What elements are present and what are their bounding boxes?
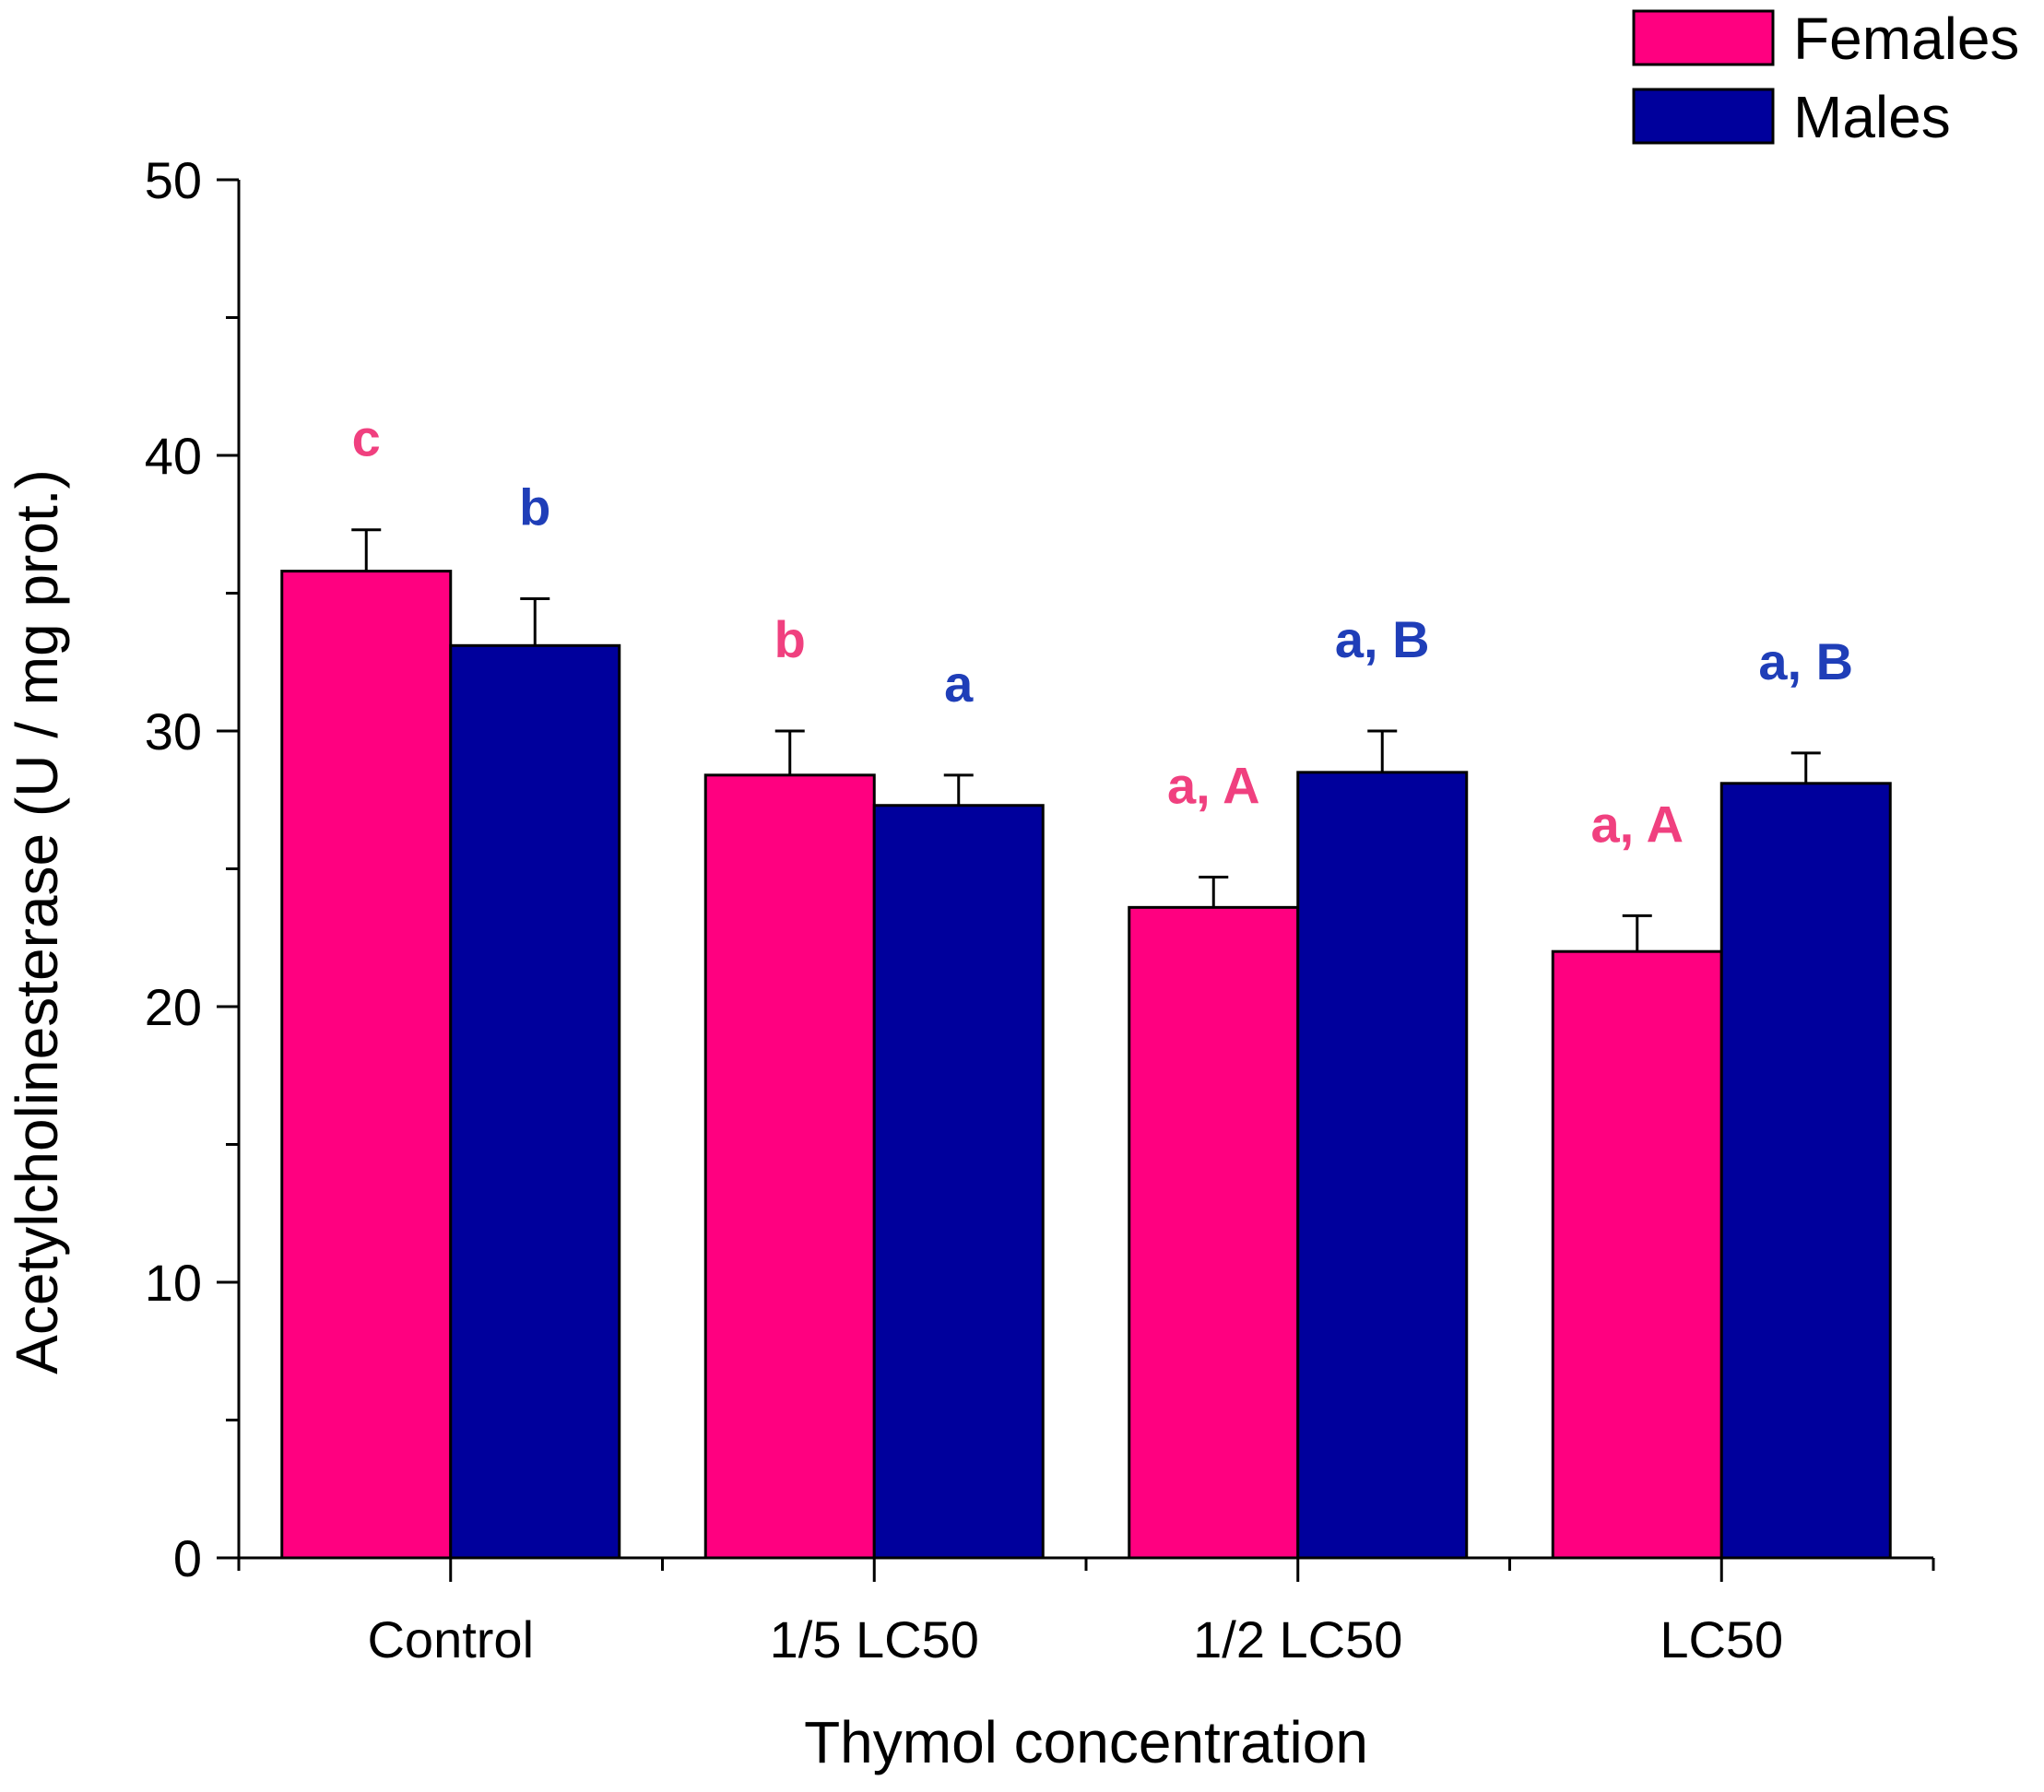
annotation-females-0: c <box>352 409 381 467</box>
bar-males-2 <box>1296 771 1469 1560</box>
plot-area: c b a, A a, A b a a, B a, B 0 10 20 30 40 50 Control 1/… <box>145 151 1935 1668</box>
y-tick-label-40: 40 <box>145 427 202 485</box>
y-tick-label-0: 0 <box>173 1529 202 1587</box>
annotation-females-1: b <box>774 610 806 668</box>
annotation-males-2: a, B <box>1335 610 1430 668</box>
y-tick-label-30: 30 <box>145 702 202 760</box>
y-tick-label-20: 20 <box>145 978 202 1036</box>
legend-label-females: Females <box>1793 6 2019 72</box>
legend-swatch-females <box>1632 9 1775 66</box>
legend-label-males: Males <box>1793 84 1951 150</box>
x-tick-label-1: 1/5 LC50 <box>770 1610 979 1668</box>
annotation-males-3: a, B <box>1758 632 1853 690</box>
annotation-males-1: a <box>944 654 974 713</box>
bar-males-3 <box>1719 782 1892 1560</box>
x-axis-title: Thymol concentration <box>804 1709 1368 1775</box>
bar-females-3 <box>1551 949 1723 1560</box>
bar-females-2 <box>1128 905 1300 1560</box>
legend: Females Males <box>1632 6 2019 150</box>
bar-males-0 <box>449 643 621 1560</box>
y-axis-title: Acetylcholinesterase (U / mg prot.) <box>4 469 70 1374</box>
x-tick-label-3: LC50 <box>1660 1610 1783 1668</box>
bar-females-0 <box>280 570 453 1560</box>
annotation-males-0: b <box>519 477 550 536</box>
bar-females-1 <box>703 773 876 1560</box>
annotation-females-2: a, A <box>1167 756 1260 814</box>
y-tick-label-50: 50 <box>145 151 202 209</box>
legend-swatch-males <box>1632 88 1775 145</box>
bar-males-1 <box>872 804 1045 1560</box>
y-tick-label-10: 10 <box>145 1254 202 1312</box>
annotation-females-3: a, A <box>1590 795 1684 853</box>
x-tick-label-2: 1/2 LC50 <box>1193 1610 1402 1668</box>
x-tick-label-0: Control <box>367 1610 534 1668</box>
